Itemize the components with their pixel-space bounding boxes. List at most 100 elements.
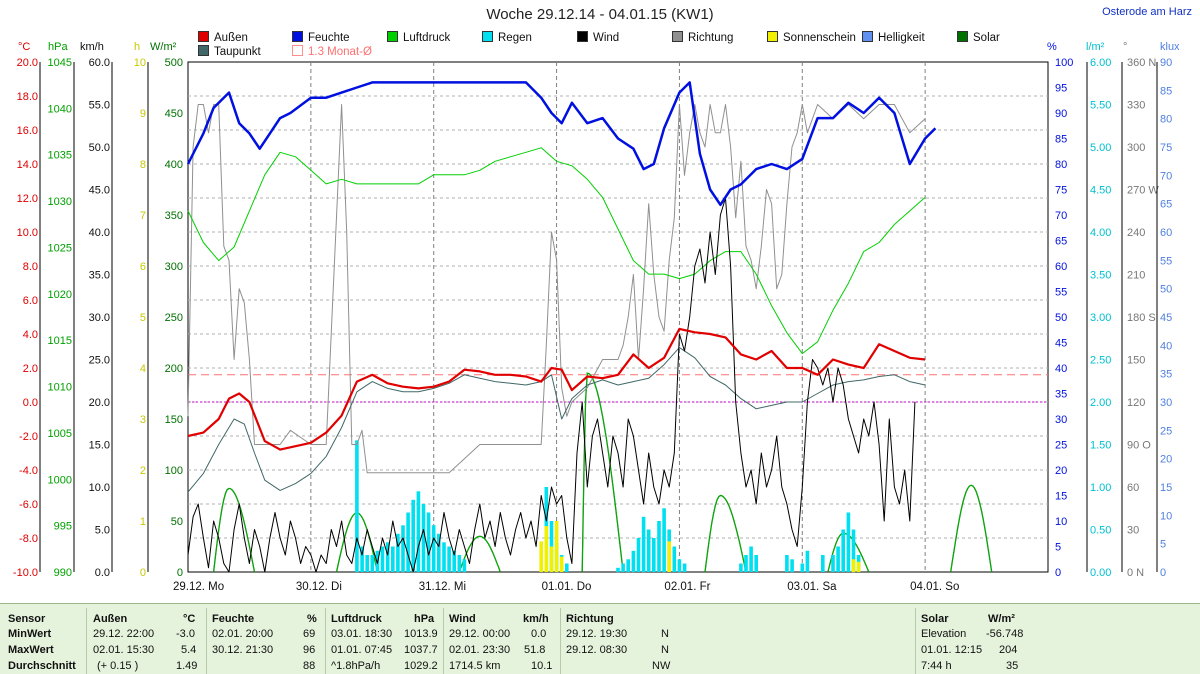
legend: Außen Feuchte Luftdruck Regen Wind Richt… bbox=[0, 30, 1200, 60]
axis-wm2-tick: 200 bbox=[165, 363, 183, 375]
bar-regen bbox=[391, 546, 395, 572]
axis-deg-tick: 150 bbox=[1127, 355, 1145, 367]
legend-item-sonnenschein[interactable]: Sonnenschein bbox=[767, 31, 856, 44]
axis-lm2-tick: 1.00 bbox=[1090, 482, 1111, 494]
header-solar: Solar bbox=[921, 613, 949, 625]
bar-regen bbox=[744, 555, 748, 572]
bar-sonnenschein bbox=[539, 541, 543, 572]
axis-h-tick: 8 bbox=[140, 159, 146, 171]
axis-kmh-tick: 35.0 bbox=[89, 270, 110, 282]
axis-lm2-tick: 2.00 bbox=[1090, 397, 1111, 409]
avg-richtung-value: NW bbox=[652, 660, 671, 672]
axis-pct-tick: 80 bbox=[1055, 159, 1067, 171]
axis-klux-tick: 20 bbox=[1160, 454, 1172, 466]
header-solar-unit: W/m² bbox=[988, 613, 1015, 625]
axis-hpa-tick: 995 bbox=[54, 521, 72, 533]
axis-temp-tick: 14.0 bbox=[17, 159, 38, 171]
legend-item-aussen[interactable]: Außen bbox=[198, 31, 248, 44]
bar-regen bbox=[831, 555, 835, 572]
column-divider bbox=[206, 608, 207, 674]
legend-item-luftdruck[interactable]: Luftdruck bbox=[387, 31, 450, 44]
axis-pct-tick: 45 bbox=[1055, 338, 1067, 350]
avg-aussen-value: 1.49 bbox=[176, 660, 198, 672]
day-label: 01.01. Do bbox=[542, 581, 592, 593]
axis-kmh-tick: 5.0 bbox=[95, 525, 110, 537]
axis-wm2-tick: 150 bbox=[165, 414, 183, 426]
axis-deg-tick: 240 bbox=[1127, 227, 1145, 239]
bar-regen bbox=[426, 512, 431, 572]
axis-pct-tick: 10 bbox=[1055, 516, 1067, 528]
min-luftdruck-value: 1013.9 bbox=[404, 628, 438, 640]
axis-temp-tick: 0.0 bbox=[23, 397, 38, 409]
bar-regen bbox=[841, 529, 845, 572]
axis-pct-tick: 15 bbox=[1055, 491, 1067, 503]
legend-item-feuchte[interactable]: Feuchte bbox=[292, 31, 350, 44]
max-aussen-time: 02.01. 15:30 bbox=[93, 644, 155, 656]
axis-wm2-tick: 100 bbox=[165, 465, 183, 477]
bar-regen bbox=[565, 563, 569, 572]
axis-kmh-tick: 45.0 bbox=[89, 185, 110, 197]
summary-table: Sensor Außen °C Feuchte % Luftdruck hPa … bbox=[0, 603, 1200, 674]
bar-sonnenschein bbox=[667, 541, 671, 572]
legend-item-wind[interactable]: Wind bbox=[577, 31, 619, 44]
station-name: Osterode am Harz bbox=[1102, 6, 1192, 18]
column-divider bbox=[443, 608, 444, 674]
axis-temp-tick: 2.0 bbox=[23, 363, 38, 375]
axis-header-h: h bbox=[134, 41, 141, 53]
axis-kmh-tick: 0.0 bbox=[95, 567, 110, 579]
legend-swatch bbox=[292, 45, 303, 56]
legend-swatch bbox=[862, 31, 873, 42]
bar-regen bbox=[360, 546, 364, 572]
legend-item-helligkeit[interactable]: Helligkeit bbox=[862, 31, 925, 44]
sunshine-duration: 7:44 h bbox=[921, 660, 952, 672]
axis-h-tick: 3 bbox=[140, 414, 146, 426]
axis-lm2-tick: 3.50 bbox=[1090, 270, 1111, 282]
bar-sonnenschein bbox=[851, 559, 856, 573]
legend-item-richtung[interactable]: Richtung bbox=[672, 31, 733, 44]
axis-header-temp: °C bbox=[18, 41, 31, 53]
axis-klux-tick: 25 bbox=[1160, 425, 1172, 437]
axis-klux-tick: 70 bbox=[1160, 170, 1172, 182]
legend-item-taupunkt[interactable]: Taupunkt bbox=[198, 45, 261, 58]
axis-deg-tick: 0 N bbox=[1127, 567, 1144, 579]
series-line-luftdruck bbox=[187, 147, 926, 355]
axis-klux-tick: 90 bbox=[1160, 57, 1172, 69]
axis-hpa-tick: 1035 bbox=[48, 150, 72, 162]
legend-item-monatsmittel[interactable]: 1.3 Monat-Ø bbox=[292, 45, 372, 58]
weather-chart: 20.018.016.014.012.010.08.06.04.02.00.0-… bbox=[13, 57, 1172, 593]
axis-temp-tick: 10.0 bbox=[17, 227, 38, 239]
axis-lm2-tick: 6.00 bbox=[1090, 57, 1111, 69]
axis-kmh-tick: 15.0 bbox=[89, 440, 110, 452]
max-luftdruck-time: 01.01. 07:45 bbox=[331, 644, 393, 656]
bar-regen bbox=[380, 546, 385, 572]
axis-wm2-tick: 300 bbox=[165, 261, 183, 273]
day-label: 04.01. So bbox=[910, 581, 959, 593]
column-divider bbox=[325, 608, 326, 674]
series-line-aussen bbox=[187, 327, 926, 451]
axis-lm2-tick: 0.50 bbox=[1090, 525, 1111, 537]
avg-solar-value: 35 bbox=[1006, 660, 1019, 672]
bar-regen bbox=[442, 542, 446, 573]
avg-luftdruck-trend: ^1.8hPa/h bbox=[331, 660, 381, 672]
axis-kmh-tick: 50.0 bbox=[89, 142, 110, 154]
axis-pct-tick: 25 bbox=[1055, 440, 1067, 452]
header-luftdruck: Luftdruck bbox=[331, 613, 382, 625]
bar-regen bbox=[682, 563, 687, 572]
axis-temp-tick: -8.0 bbox=[19, 533, 38, 545]
bar-regen bbox=[800, 563, 805, 572]
axis-temp-tick: -2.0 bbox=[19, 431, 38, 443]
axis-hpa-tick: 1020 bbox=[48, 289, 72, 301]
axis-hpa-tick: 1030 bbox=[48, 196, 72, 208]
axis-header-wm2: W/m² bbox=[150, 41, 177, 53]
legend-item-regen[interactable]: Regen bbox=[482, 31, 532, 44]
max-solar-time: 01.01. 12:15 bbox=[921, 644, 983, 656]
bar-regen bbox=[821, 555, 825, 572]
bar-sonnenschein bbox=[544, 526, 549, 572]
axis-pct-tick: 55 bbox=[1055, 287, 1067, 299]
min-aussen-time: 29.12. 22:00 bbox=[93, 628, 155, 640]
axis-h-tick: 0 bbox=[140, 567, 146, 579]
bar-regen bbox=[431, 525, 436, 573]
axis-deg-tick: 180 S bbox=[1127, 312, 1156, 324]
legend-item-solar[interactable]: Solar bbox=[957, 31, 1000, 44]
axis-pct-tick: 40 bbox=[1055, 363, 1067, 375]
